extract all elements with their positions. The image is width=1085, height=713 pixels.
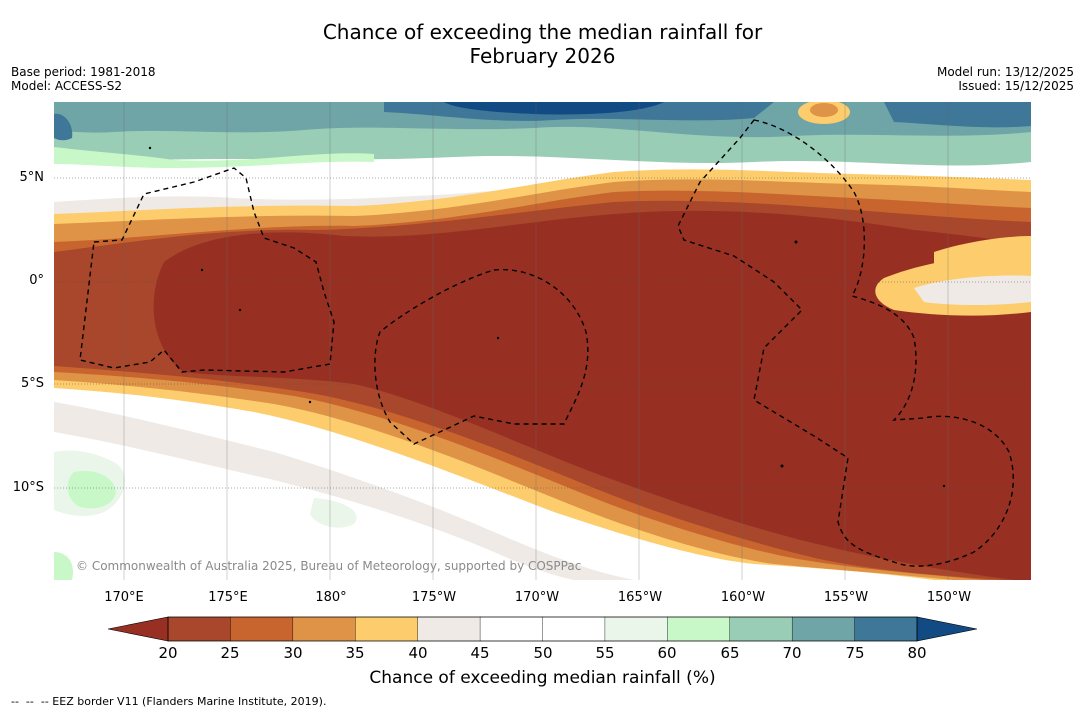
colorbar-segment: [167, 616, 232, 642]
cbar-tick-50: 50: [533, 644, 553, 662]
cbar-tick-35: 35: [345, 644, 365, 662]
rainfall-map: [54, 102, 1031, 580]
cbar-tick-30: 30: [283, 644, 303, 662]
colorbar-frame: [167, 616, 918, 642]
model-name: Model: ACCESS-S2: [11, 79, 123, 93]
east-white-patch: [914, 275, 1031, 305]
colorbar-segments: [167, 616, 918, 642]
wet-island-core: [810, 103, 838, 117]
colorbar-segment: [355, 616, 419, 642]
issued-date: Issued: 15/12/2025: [958, 79, 1074, 93]
eez-kiribati-central: [374, 268, 589, 445]
north-blue-left: [54, 113, 73, 141]
colorbar-segment: [479, 616, 544, 642]
colorbar-segment: [667, 616, 731, 642]
lon-label-175w: 175°W: [411, 590, 457, 605]
map-title: Chance of exceeding the median rainfall …: [0, 20, 1085, 68]
colorbar-segment: [729, 616, 793, 642]
cbar-tick-75: 75: [845, 644, 865, 662]
copyright-notice: © Commonwealth of Australia 2025, Bureau…: [76, 559, 582, 573]
cbar-tick-65: 65: [720, 644, 740, 662]
base-period: Base period: 1981-2018: [11, 65, 156, 79]
lon-label-180: 180°: [315, 590, 347, 605]
cbar-tick-55: 55: [595, 644, 615, 662]
map-canvas: [54, 102, 1031, 580]
eez-borders: [79, 119, 1014, 567]
colorbar-segment: [542, 616, 606, 642]
east-light-north: [934, 236, 1031, 269]
colorbar-over-arrow: [916, 616, 978, 642]
colorbar-segment: [604, 616, 669, 642]
south-green-core: [67, 470, 116, 509]
colorbar-segment: [292, 616, 356, 642]
lat-label-10s: 10°S: [12, 480, 44, 495]
colorbar-segment: [417, 616, 481, 642]
south-corner-green: [54, 552, 74, 580]
lon-label-170e: 170°E: [104, 590, 144, 605]
lon-label-155w: 155°W: [823, 590, 869, 605]
meta-right: Model run: 13/12/2025 Issued: 15/12/2025: [937, 65, 1074, 93]
islands: [148, 146, 946, 488]
eez-kiribati-east: [677, 119, 1014, 567]
cbar-tick-70: 70: [782, 644, 802, 662]
lon-label-165w: 165°W: [617, 590, 663, 605]
cbar-tick-45: 45: [470, 644, 490, 662]
lon-label-160w: 160°W: [720, 590, 766, 605]
lat-label-0: 0°: [29, 273, 44, 288]
cbar-tick-40: 40: [408, 644, 428, 662]
colorbar-under-arrow: [107, 616, 169, 642]
north-deep-blue: [444, 102, 664, 115]
meridians: [123, 102, 949, 580]
title-line-2: February 2026: [469, 44, 616, 68]
band-20: [153, 210, 1031, 580]
eez-footnote: -- -- -- EEZ border V11 (Flanders Marine…: [11, 695, 327, 708]
cbar-tick-80: 80: [907, 644, 927, 662]
cbar-tick-60: 60: [657, 644, 677, 662]
colorbar: [107, 616, 978, 642]
colorbar-segment: [791, 616, 856, 642]
title-line-1: Chance of exceeding the median rainfall …: [322, 20, 763, 44]
colorbar-segment: [854, 616, 918, 642]
cbar-tick-25: 25: [220, 644, 240, 662]
meta-left: Base period: 1981-2018 Model: ACCESS-S2: [11, 65, 156, 93]
north-blue-patch-2: [884, 102, 1031, 128]
north-green-band: [54, 147, 374, 168]
colorbar-segment: [230, 616, 294, 642]
graticule: [54, 177, 1031, 489]
lon-label-150w: 150°W: [926, 590, 972, 605]
model-run: Model run: 13/12/2025: [936, 65, 1074, 79]
eez-kiribati-west: [79, 167, 335, 373]
lon-label-175e: 175°E: [208, 590, 248, 605]
south-green-small: [310, 498, 357, 528]
lat-label-5n: 5°N: [19, 170, 45, 185]
lat-label-5s: 5°S: [20, 376, 44, 391]
colorbar-label: Chance of exceeding median rainfall (%): [369, 668, 716, 688]
lon-label-170w: 170°W: [514, 590, 560, 605]
cbar-tick-20: 20: [158, 644, 178, 662]
